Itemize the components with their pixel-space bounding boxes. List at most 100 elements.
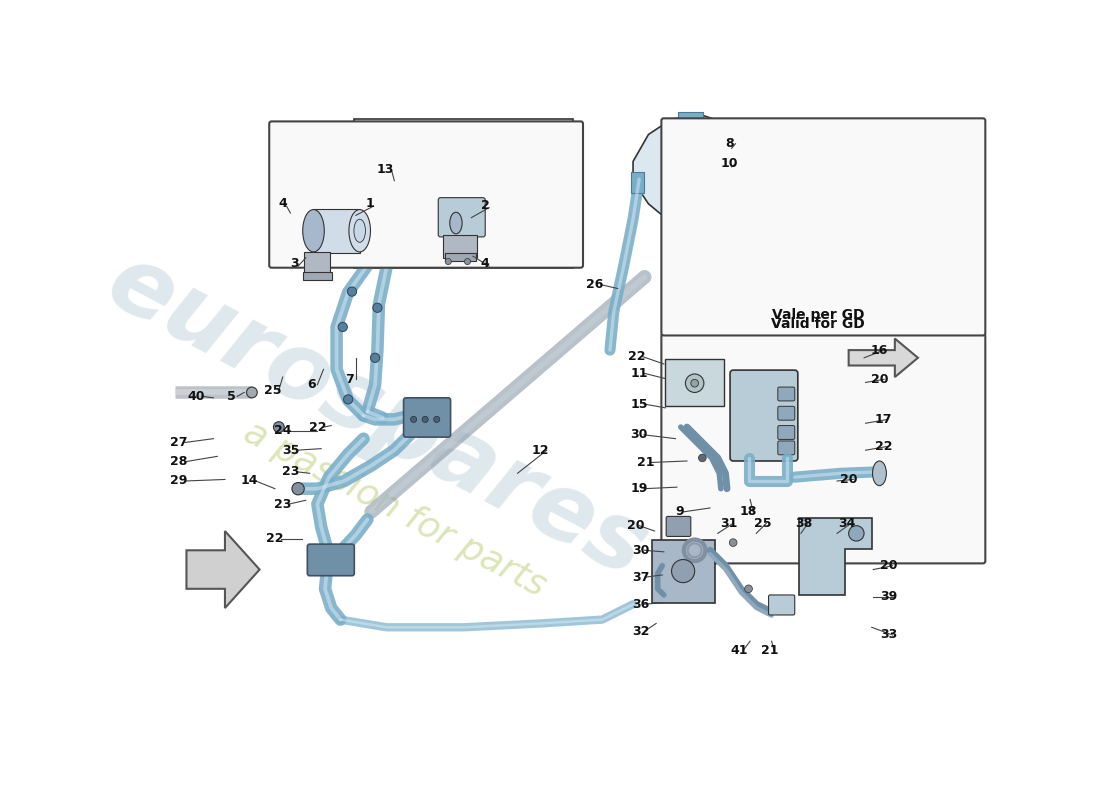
Circle shape <box>410 416 417 422</box>
FancyBboxPatch shape <box>661 334 986 563</box>
Circle shape <box>849 526 865 541</box>
Text: 41: 41 <box>730 644 748 657</box>
Text: 30: 30 <box>632 544 649 557</box>
Bar <box>540 138 546 146</box>
FancyBboxPatch shape <box>404 398 451 437</box>
Text: 34: 34 <box>838 517 856 530</box>
Text: 28: 28 <box>170 455 187 468</box>
Text: 2: 2 <box>481 199 490 212</box>
Text: 5: 5 <box>227 390 235 403</box>
Bar <box>530 126 537 134</box>
Text: 35: 35 <box>282 444 299 457</box>
Text: 29: 29 <box>170 474 187 487</box>
Bar <box>559 126 564 134</box>
Circle shape <box>693 171 712 190</box>
Circle shape <box>343 394 353 404</box>
Circle shape <box>671 559 695 582</box>
Polygon shape <box>186 531 260 608</box>
Circle shape <box>398 169 483 254</box>
Ellipse shape <box>349 210 371 252</box>
Text: 18: 18 <box>740 506 757 518</box>
Text: 6: 6 <box>307 378 316 391</box>
Text: 1: 1 <box>365 198 374 210</box>
FancyBboxPatch shape <box>270 122 583 268</box>
Circle shape <box>373 303 382 312</box>
Text: 16: 16 <box>871 344 888 357</box>
Text: 21: 21 <box>637 456 654 469</box>
Text: 4: 4 <box>481 258 490 270</box>
Text: 20: 20 <box>880 559 898 572</box>
FancyBboxPatch shape <box>778 441 794 455</box>
FancyBboxPatch shape <box>354 119 573 269</box>
Text: 13: 13 <box>376 162 394 176</box>
Text: 19: 19 <box>630 482 648 495</box>
FancyBboxPatch shape <box>679 112 703 126</box>
Polygon shape <box>799 518 871 595</box>
Text: 7: 7 <box>345 373 354 386</box>
Text: 20: 20 <box>627 519 645 532</box>
Ellipse shape <box>354 219 365 242</box>
FancyBboxPatch shape <box>307 544 354 576</box>
Text: 14: 14 <box>241 474 258 487</box>
Text: 24: 24 <box>274 425 292 438</box>
Circle shape <box>246 387 257 398</box>
Text: 8: 8 <box>725 138 734 150</box>
Circle shape <box>371 230 387 247</box>
FancyBboxPatch shape <box>305 252 330 277</box>
Bar <box>521 138 528 146</box>
Text: Valid for GD: Valid for GD <box>771 317 865 331</box>
Text: 23: 23 <box>282 466 299 478</box>
Text: 26: 26 <box>586 278 603 291</box>
Circle shape <box>422 416 428 422</box>
FancyBboxPatch shape <box>661 118 986 335</box>
Text: 38: 38 <box>795 517 813 530</box>
Circle shape <box>274 422 284 433</box>
Bar <box>540 126 546 134</box>
FancyBboxPatch shape <box>666 359 724 406</box>
Text: 31: 31 <box>720 517 738 530</box>
Circle shape <box>685 374 704 393</box>
Circle shape <box>433 416 440 422</box>
Text: 22: 22 <box>309 421 326 434</box>
FancyBboxPatch shape <box>769 595 794 615</box>
Text: 32: 32 <box>632 625 649 638</box>
FancyBboxPatch shape <box>778 406 794 420</box>
Circle shape <box>292 482 305 495</box>
Text: Vale per GD: Vale per GD <box>771 308 865 322</box>
FancyBboxPatch shape <box>304 272 332 280</box>
FancyBboxPatch shape <box>443 235 476 258</box>
Text: 20: 20 <box>840 473 857 486</box>
Text: 3: 3 <box>290 258 298 270</box>
Circle shape <box>691 379 698 387</box>
Text: 37: 37 <box>632 570 649 584</box>
Text: 25: 25 <box>754 517 771 530</box>
Bar <box>530 138 537 146</box>
Circle shape <box>434 206 447 218</box>
FancyBboxPatch shape <box>730 370 798 461</box>
Text: 22: 22 <box>628 350 646 362</box>
Text: 4: 4 <box>278 198 287 210</box>
Text: 40: 40 <box>187 390 205 403</box>
Bar <box>549 126 556 134</box>
Bar <box>559 138 564 146</box>
Circle shape <box>729 538 737 546</box>
Polygon shape <box>849 338 917 377</box>
Text: 12: 12 <box>532 444 549 457</box>
Circle shape <box>403 237 417 250</box>
FancyBboxPatch shape <box>446 253 476 261</box>
Text: a passion for parts: a passion for parts <box>238 414 551 603</box>
Text: 33: 33 <box>880 629 898 642</box>
FancyBboxPatch shape <box>778 426 794 439</box>
Circle shape <box>446 258 451 265</box>
Text: 25: 25 <box>264 384 282 397</box>
Text: eurospares: eurospares <box>92 235 663 597</box>
Circle shape <box>348 287 356 296</box>
Text: 15: 15 <box>630 398 648 410</box>
FancyBboxPatch shape <box>630 172 644 193</box>
Text: 23: 23 <box>274 498 292 510</box>
Text: 21: 21 <box>761 644 779 657</box>
Circle shape <box>698 454 706 462</box>
Text: 9: 9 <box>675 506 683 518</box>
FancyBboxPatch shape <box>438 198 485 237</box>
FancyBboxPatch shape <box>778 387 794 401</box>
